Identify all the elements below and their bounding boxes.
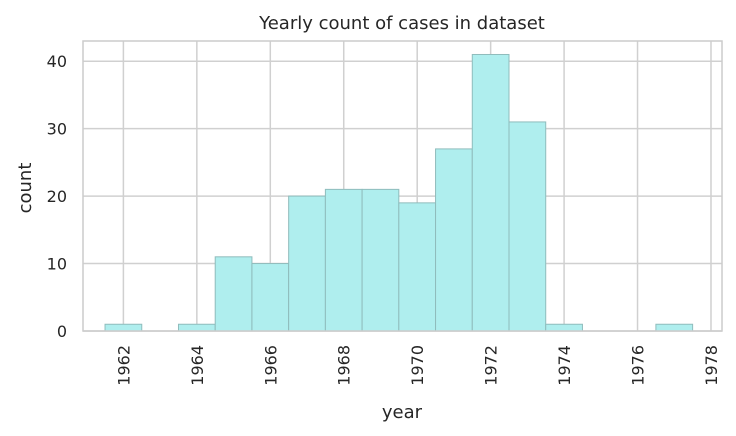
bar-bin-3	[214, 256, 253, 332]
plot-frame	[82, 40, 723, 332]
x-tick-label-1972: 1972	[482, 345, 501, 386]
bar-bin-8	[398, 202, 437, 332]
bar-bin-15	[655, 323, 694, 332]
bar-bin-11	[508, 121, 547, 332]
y-axis-label: count	[15, 163, 36, 214]
y-tick-label-20: 20	[47, 187, 67, 206]
bar-bin-2	[177, 323, 216, 332]
bar-bin-4	[251, 263, 290, 332]
bar-bin-0	[104, 323, 143, 332]
x-tick-label-1968: 1968	[335, 345, 354, 386]
y-tick-label-40: 40	[47, 52, 67, 71]
y-tick-label-30: 30	[47, 120, 67, 139]
bar-bin-5	[288, 195, 326, 332]
x-tick-label-1976: 1976	[629, 345, 648, 386]
y-tick-label-0: 0	[57, 322, 67, 341]
x-axis-label: year	[382, 402, 423, 423]
x-tick-label-1978: 1978	[702, 345, 721, 386]
bars	[104, 53, 694, 332]
bar-bin-9	[435, 148, 473, 332]
bar-bin-10	[471, 53, 510, 332]
x-tick-label-1970: 1970	[408, 345, 427, 386]
x-tick-label-1974: 1974	[555, 345, 574, 386]
y-tick-labels: 0 10 20 30 40	[47, 52, 67, 341]
x-tick-label-1964: 1964	[188, 345, 207, 386]
chart-title: Yearly count of cases in dataset	[258, 13, 545, 34]
x-tick-labels: 1962 1964 1966 1968 1970 1972 1974 1976 1978	[114, 345, 721, 386]
x-tick-label-1966: 1966	[261, 345, 280, 386]
bar-bin-12	[545, 323, 583, 332]
bar-bin-7	[361, 188, 400, 332]
x-tick-label-1962: 1962	[114, 345, 133, 386]
y-tick-label-10: 10	[47, 255, 67, 274]
bar-bin-6	[324, 188, 363, 332]
